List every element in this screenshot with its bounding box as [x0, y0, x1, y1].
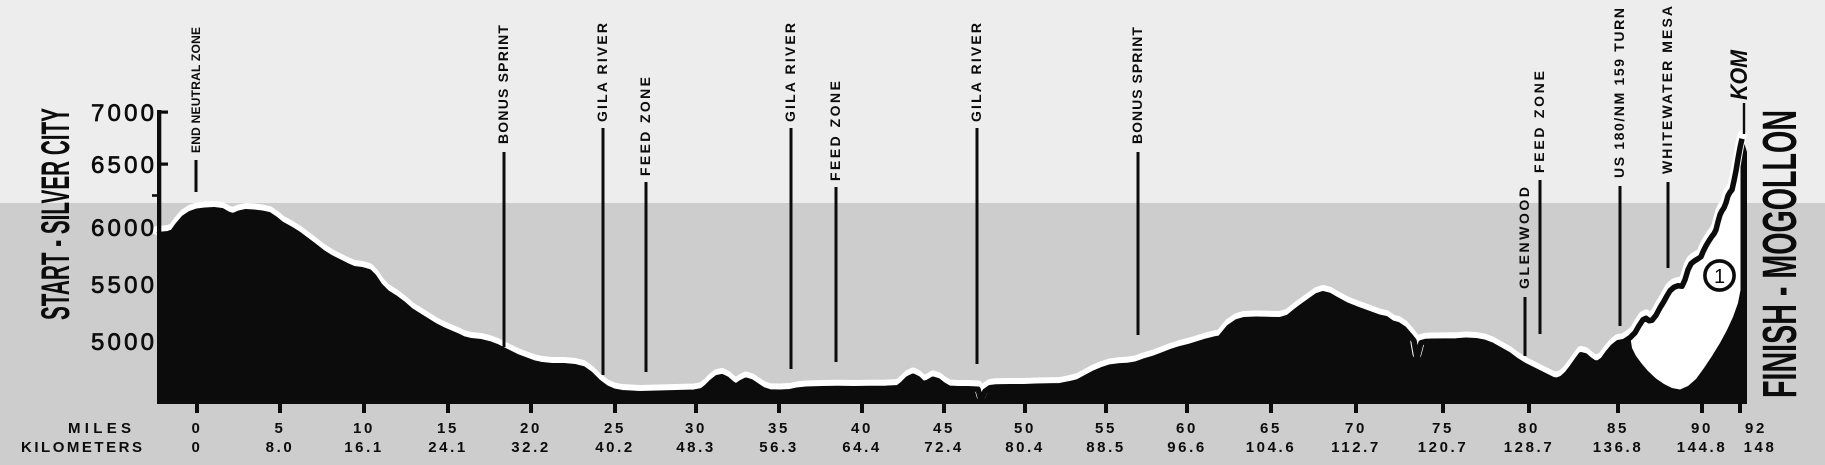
- svg-text:KOM: KOM: [1726, 49, 1753, 100]
- svg-text:148: 148: [1744, 439, 1777, 456]
- svg-text:80.4: 80.4: [1005, 439, 1045, 456]
- svg-text:US 180/NM 159 TURN: US 180/NM 159 TURN: [1611, 8, 1627, 178]
- svg-text:FEED ZONE: FEED ZONE: [1531, 71, 1547, 173]
- svg-text:25: 25: [604, 420, 626, 437]
- svg-text:48.3: 48.3: [676, 439, 716, 456]
- svg-text:112.7: 112.7: [1331, 439, 1381, 456]
- svg-text:55: 55: [1095, 420, 1117, 437]
- svg-text:80: 80: [1518, 420, 1540, 437]
- svg-text:8.0: 8.0: [266, 439, 295, 456]
- svg-text:96.6: 96.6: [1167, 439, 1207, 456]
- svg-text:FEED ZONE: FEED ZONE: [827, 81, 843, 181]
- svg-text:88.5: 88.5: [1086, 439, 1126, 456]
- svg-text:30: 30: [685, 420, 707, 437]
- svg-text:92: 92: [1745, 420, 1767, 437]
- svg-text:5: 5: [275, 420, 286, 437]
- svg-text:MILES: MILES: [68, 420, 131, 437]
- svg-text:136.8: 136.8: [1593, 439, 1644, 456]
- svg-text:GILA RIVER: GILA RIVER: [782, 23, 798, 122]
- svg-text:50: 50: [1014, 420, 1036, 437]
- svg-text:56.3: 56.3: [759, 439, 799, 456]
- svg-text:104.6: 104.6: [1246, 439, 1297, 456]
- svg-text:BONUS SPRINT: BONUS SPRINT: [1129, 27, 1145, 144]
- svg-text:85: 85: [1607, 420, 1629, 437]
- svg-text:START - SILVER CITY: START - SILVER CITY: [34, 108, 78, 320]
- svg-text:FINISH - MOGOLLON: FINISH - MOGOLLON: [1754, 110, 1807, 398]
- svg-text:10: 10: [353, 420, 375, 437]
- svg-text:0: 0: [192, 420, 203, 437]
- svg-text:1: 1: [1714, 266, 1725, 288]
- svg-text:70: 70: [1345, 420, 1367, 437]
- svg-text:GILA RIVER: GILA RIVER: [594, 23, 610, 122]
- svg-text:32.2: 32.2: [511, 439, 551, 456]
- svg-text:45: 45: [933, 420, 955, 437]
- svg-text:128.7: 128.7: [1504, 439, 1555, 456]
- svg-text:20: 20: [520, 420, 542, 437]
- svg-text:75: 75: [1432, 420, 1454, 437]
- svg-text:65: 65: [1260, 420, 1282, 437]
- svg-text:72.4: 72.4: [924, 439, 964, 456]
- svg-text:16.1: 16.1: [344, 439, 384, 456]
- svg-text:24.1: 24.1: [428, 439, 468, 456]
- svg-text:40.2: 40.2: [595, 439, 635, 456]
- svg-text:120.7: 120.7: [1418, 439, 1469, 456]
- svg-text:BONUS SPRINT: BONUS SPRINT: [495, 25, 511, 144]
- svg-text:GLENWOOD: GLENWOOD: [1516, 187, 1532, 289]
- svg-text:END NEUTRAL ZONE: END NEUTRAL ZONE: [189, 27, 203, 153]
- svg-text:GILA RIVER: GILA RIVER: [968, 23, 984, 122]
- svg-text:60: 60: [1176, 420, 1198, 437]
- svg-text:WHITEWATER MESA: WHITEWATER MESA: [1659, 6, 1675, 174]
- svg-text:90: 90: [1691, 420, 1713, 437]
- svg-text:0: 0: [192, 439, 203, 456]
- svg-text:35: 35: [768, 420, 790, 437]
- svg-text:15: 15: [437, 420, 459, 437]
- svg-text:144.8: 144.8: [1677, 439, 1728, 456]
- svg-text:40: 40: [851, 420, 873, 437]
- svg-text:64.4: 64.4: [842, 439, 882, 456]
- svg-text:FEED ZONE: FEED ZONE: [637, 77, 653, 176]
